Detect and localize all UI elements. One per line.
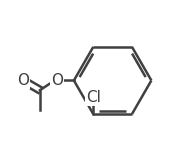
Text: O: O [17, 73, 29, 88]
Text: Cl: Cl [86, 90, 101, 105]
Text: O: O [51, 73, 63, 88]
